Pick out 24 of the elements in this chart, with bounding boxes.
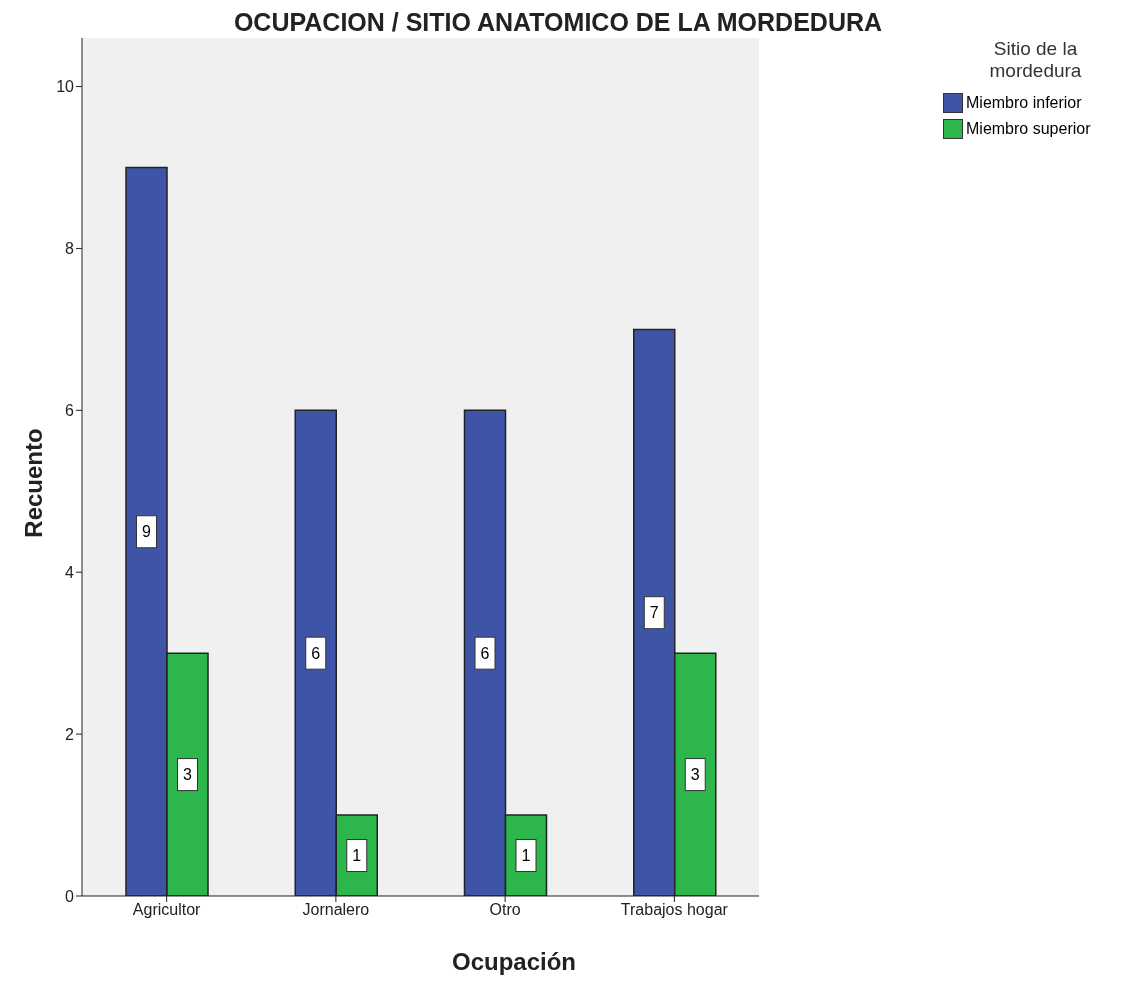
y-tick-label: 4 bbox=[65, 563, 75, 581]
y-tick-label: 0 bbox=[65, 887, 75, 905]
x-tick-label: Agricultor bbox=[132, 901, 202, 919]
data-label: 3 bbox=[690, 766, 700, 784]
y-axis-title: Recuento bbox=[20, 428, 48, 538]
x-axis-title: Ocupación bbox=[451, 948, 577, 976]
y-tick-label: 10 bbox=[56, 78, 75, 96]
legend-label: Miembro inferior bbox=[966, 94, 1082, 112]
data-label: 9 bbox=[142, 523, 152, 541]
data-label: 3 bbox=[183, 766, 193, 784]
x-tick-label: Otro bbox=[489, 901, 521, 919]
legend-title: Sitio de la mordedura bbox=[988, 38, 1083, 82]
x-tick-label: Trabajos hogar bbox=[620, 901, 729, 919]
data-label: 1 bbox=[521, 847, 531, 865]
y-tick-label: 2 bbox=[65, 725, 75, 743]
legend-label: Miembro superior bbox=[966, 120, 1091, 138]
y-tick-label: 6 bbox=[65, 402, 75, 420]
data-label: 6 bbox=[311, 644, 321, 662]
data-label: 7 bbox=[649, 604, 659, 622]
y-tick-label: 8 bbox=[65, 240, 75, 258]
chart-title: OCUPACION / SITIO ANATOMICO DE LA MORDEDURA bbox=[232, 8, 884, 37]
data-label: 6 bbox=[480, 644, 490, 662]
data-label: 1 bbox=[352, 847, 362, 865]
x-tick-label: Jornalero bbox=[302, 901, 370, 919]
